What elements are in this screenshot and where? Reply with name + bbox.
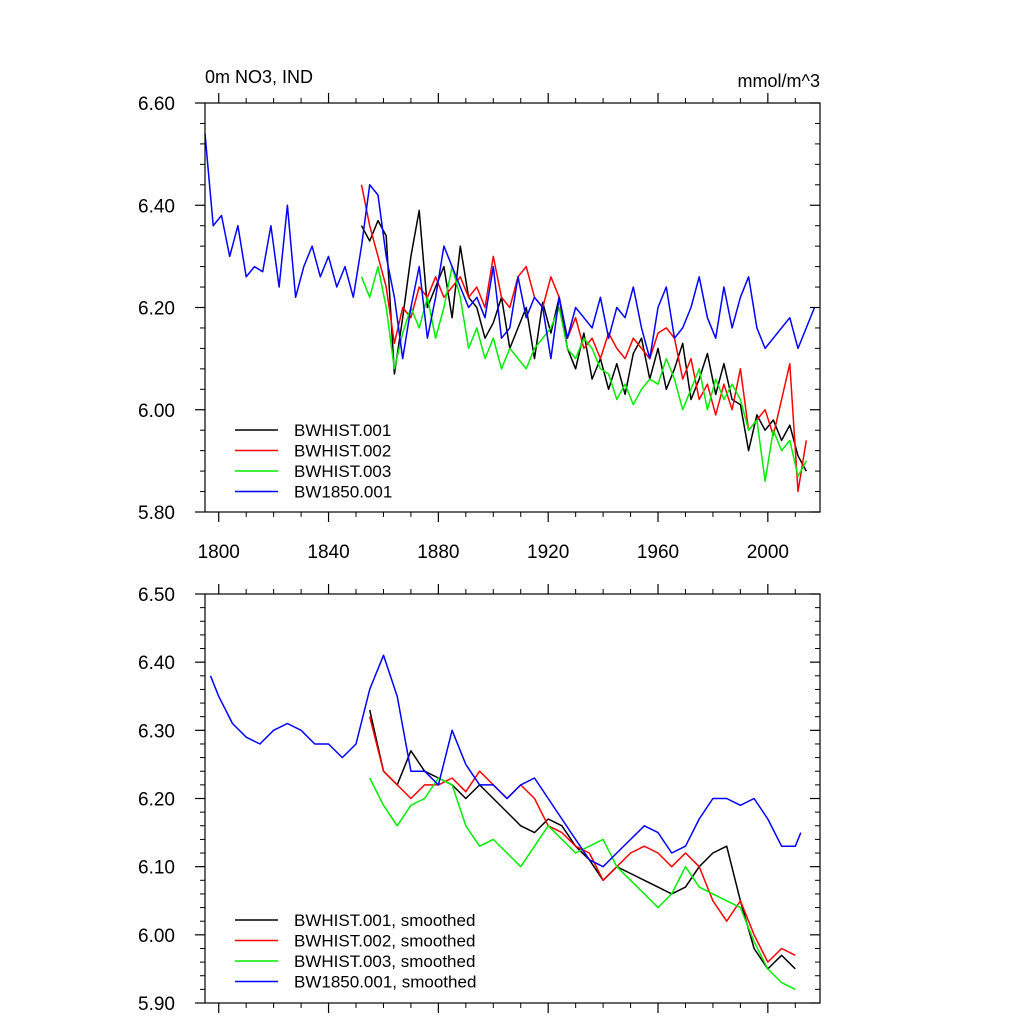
y-tick-label: 6.60 — [138, 94, 175, 115]
series-line-bw1850-001 — [204, 133, 816, 360]
legend-label: BW1850.001, smoothed — [294, 973, 476, 992]
legend-label: BWHIST.003 — [294, 462, 391, 481]
x-tick-label: 1840 — [307, 542, 349, 563]
series-line-bwhist-003 — [360, 265, 807, 483]
x-tick-label: 2000 — [747, 542, 789, 563]
y-tick-label: 6.50 — [138, 585, 175, 606]
y-tick-label: 6.00 — [138, 926, 175, 947]
legend-label: BW1850.001 — [294, 483, 392, 502]
x-tick-label: 1880 — [417, 542, 459, 563]
y-tick-label: 6.40 — [138, 653, 175, 674]
series-line-bwhist-001-smoothed — [368, 709, 796, 970]
legend-label: BWHIST.001, smoothed — [294, 911, 475, 930]
chart-units: mmol/m^3 — [738, 71, 820, 91]
x-tick-label: 1800 — [198, 542, 240, 563]
bottom-panel: 5.90 6.00 6.10 6.20 6.30 6.40 6.50 BWHIST.001, … — [138, 584, 821, 1015]
y-tick-label: 6.00 — [138, 401, 175, 422]
top-panel: 5.80 6.00 6.20 6.40 6.60 1800 1840 1880 1920 1960… — [138, 67, 821, 563]
legend-label: BWHIST.002 — [294, 442, 391, 461]
y-tick-label: 6.20 — [138, 790, 175, 811]
y-tick-label: 5.80 — [138, 503, 175, 524]
legend-label: BWHIST.003, smoothed — [294, 952, 475, 971]
y-tick-label: 5.90 — [138, 994, 175, 1015]
y-tick-label: 6.40 — [138, 196, 175, 217]
legend-label: BWHIST.001 — [294, 421, 391, 440]
series-line-bwhist-001 — [360, 209, 807, 472]
y-tick-label: 6.30 — [138, 721, 175, 742]
x-tick-label: 1960 — [637, 542, 679, 563]
y-tick-label: 6.20 — [138, 299, 175, 320]
x-tick-label: 1920 — [527, 542, 569, 563]
y-tick-label: 6.10 — [138, 858, 175, 879]
series-line-bw1850-001-smoothed — [209, 654, 802, 868]
series-line-bwhist-002 — [360, 184, 808, 493]
chart-title: 0m NO3, IND — [205, 67, 313, 87]
legend-label: BWHIST.002, smoothed — [294, 932, 475, 951]
